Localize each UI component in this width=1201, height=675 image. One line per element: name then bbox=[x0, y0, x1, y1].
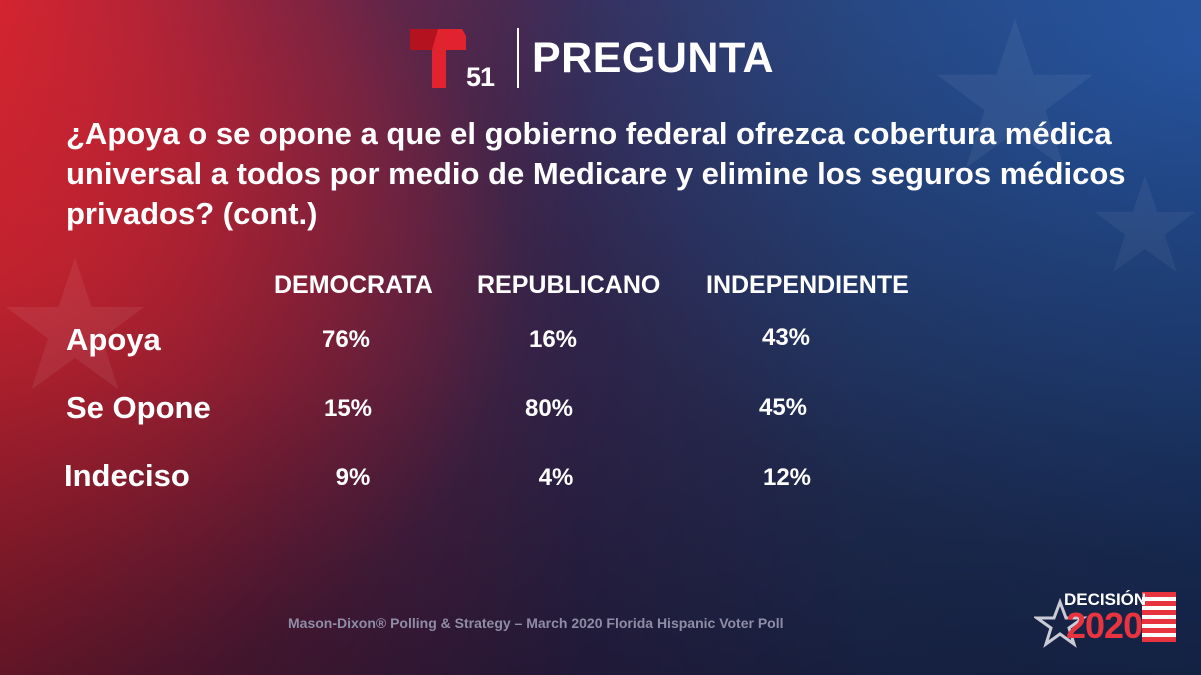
table-cell: 4% bbox=[538, 464, 574, 491]
decision-2020-star-icon bbox=[1034, 592, 1176, 648]
badge-line1: DECISIÓN bbox=[1064, 590, 1147, 609]
background-star-icon bbox=[1094, 175, 1196, 273]
column-header-independiente: INDEPENDIENTE bbox=[706, 271, 909, 299]
table-cell: 9% bbox=[335, 464, 371, 491]
table-cell: 43% bbox=[761, 324, 811, 351]
badge-line2: 2020 bbox=[1066, 605, 1143, 646]
column-header-democrata: DEMOCRATA bbox=[274, 271, 433, 299]
table-cell: 12% bbox=[762, 464, 812, 491]
header-divider bbox=[517, 28, 519, 88]
telemundo-logo-icon bbox=[410, 29, 466, 88]
background-star-icon bbox=[936, 18, 1094, 169]
row-label-apoya: Apoya bbox=[66, 322, 161, 357]
row-label-se-opone: Se Opone bbox=[66, 390, 211, 425]
source-note: Mason-Dixon® Polling & Strategy – March … bbox=[288, 615, 784, 631]
background-star-icon bbox=[6, 257, 144, 390]
table-cell: 16% bbox=[528, 326, 578, 353]
table-cell: 76% bbox=[321, 326, 371, 353]
channel-number: 51 bbox=[466, 62, 495, 92]
row-label-indeciso: Indeciso bbox=[64, 458, 190, 493]
table-cell: 15% bbox=[323, 395, 373, 422]
table-cell: 45% bbox=[758, 394, 808, 421]
column-header-republicano: REPUBLICANO bbox=[477, 271, 661, 299]
table-cell: 80% bbox=[524, 395, 574, 422]
question-text: ¿Apoya o se opone a que el gobierno fede… bbox=[66, 116, 1126, 231]
page-title: PREGUNTA bbox=[532, 34, 775, 82]
